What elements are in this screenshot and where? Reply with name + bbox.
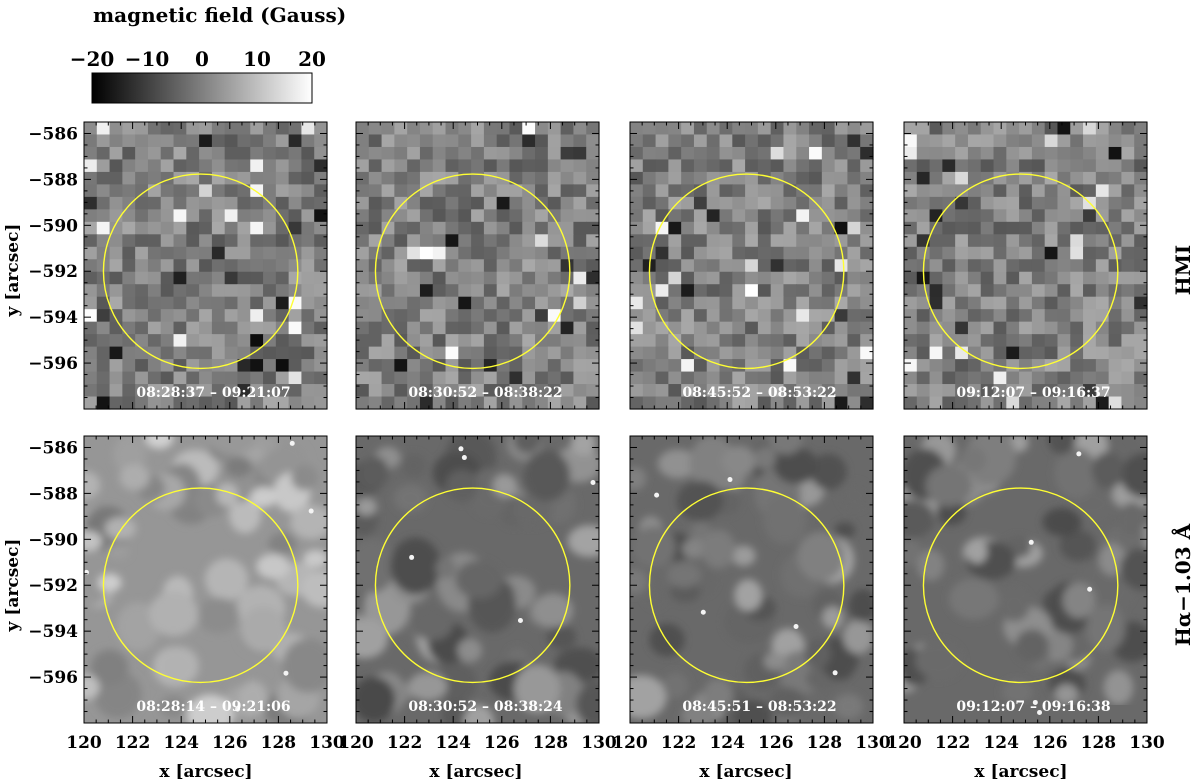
y-tick-label: −586 (28, 438, 78, 458)
x-tick-label: 126 (212, 733, 248, 753)
y-tick-label: −596 (28, 668, 78, 688)
x-tick-label: 122 (661, 733, 697, 753)
time-range-label: 08:45:51 – 08:53:22 (682, 699, 836, 715)
x-tick-label: 124 (709, 733, 745, 753)
region-circle (922, 173, 1119, 370)
row-label-hmi: HMI (1171, 245, 1195, 295)
x-tick-label: 120 (338, 733, 374, 753)
x-tick-label: 122 (387, 733, 423, 753)
x-tick-label: 122 (935, 733, 971, 753)
x-tick-label: 124 (435, 733, 471, 753)
region-circle (374, 173, 571, 370)
x-tick-label: 126 (1032, 733, 1068, 753)
panel-halpha-4: 120 122 124 126 128 130 09:12:07 – 09:16:38 (886, 435, 1165, 753)
y-axis-label-bottom: y [arcsec] (3, 539, 23, 633)
panel-halpha-3: 120 122 124 126 128 130 08:45:51 – 08:53:22 (612, 435, 891, 753)
y-tick-label: −594 (28, 308, 78, 328)
y-tick-label: −592 (28, 576, 78, 596)
y-tick-label: −590 (28, 216, 78, 236)
colorbar-ticks: −20 −10 0 10 20 (70, 47, 326, 103)
halpha-image (904, 436, 1147, 723)
panel-magnetogram-2: 08:30:52 – 08:38:22 (355, 121, 600, 410)
region-circle (648, 173, 845, 370)
halpha-image (84, 436, 327, 723)
colorbar-tick-label: 0 (195, 47, 209, 71)
x-tick-label: 130 (1129, 733, 1165, 753)
x-tick-label: 126 (484, 733, 520, 753)
colorbar-tick-label: 20 (298, 47, 326, 71)
y-tick-label: −592 (28, 262, 78, 282)
time-range-label: 08:28:37 – 09:21:07 (136, 385, 290, 401)
region-circle (648, 487, 845, 684)
time-range-label: 09:12:07 – 09:16:38 (956, 699, 1110, 715)
time-range-label: 08:30:52 – 08:38:22 (408, 385, 562, 401)
panel-halpha-2: 120 122 124 126 128 130 08:30:52 – 08:38:24 (338, 435, 617, 753)
magnetogram-image (630, 122, 874, 410)
x-tick-label: 130 (581, 733, 617, 753)
colorbar-gradient (91, 72, 313, 104)
panel-magnetogram-4: 09:12:07 – 09:16:37 (903, 121, 1148, 410)
magnetogram-image (904, 122, 1148, 410)
x-axis-label-1: x [arcsec] (159, 762, 252, 782)
x-tick-label: 128 (1081, 733, 1117, 753)
x-tick-label: 124 (163, 733, 199, 753)
colorbar-tick-label: −10 (125, 47, 170, 71)
x-axis-label-4: x [arcsec] (974, 762, 1067, 782)
colorbar-tick-label: 10 (243, 47, 271, 71)
x-tick-label: 124 (983, 733, 1019, 753)
x-tick-label: 122 (115, 733, 151, 753)
region-circle (922, 487, 1119, 684)
x-tick-label: 128 (807, 733, 843, 753)
colorbar: magnetic field (Gauss) −20 −10 0 10 20 (70, 3, 346, 104)
x-axis-label-2: x [arcsec] (429, 762, 522, 782)
time-range-label: 09:12:07 – 09:16:37 (956, 385, 1110, 401)
y-tick-label: −588 (28, 484, 78, 504)
x-tick-label: 128 (533, 733, 569, 753)
y-tick-label: −590 (28, 530, 78, 550)
x-tick-label: 120 (886, 733, 922, 753)
halpha-image (630, 436, 873, 723)
panel-grid: −586 −588 −590 −592 −594 −596 08:28:37 – 09:21… (28, 121, 1165, 753)
y-tick-label: −596 (28, 354, 78, 374)
panel-magnetogram-1: −586 −588 −590 −592 −594 −596 08:28:37 – 09:21… (28, 121, 328, 410)
time-range-label: 08:28:14 – 09:21:06 (136, 699, 290, 715)
panel-magnetogram-3: 08:45:52 – 08:53:22 (629, 121, 874, 410)
y-tick-label: −594 (28, 622, 78, 642)
row-label-halpha: Hα−1.03 Å (1171, 523, 1195, 646)
colorbar-tick-label: −20 (70, 47, 115, 71)
region-circle (374, 487, 571, 684)
y-axis-label-top: y [arcsec] (3, 224, 23, 318)
halpha-image (356, 436, 599, 723)
x-tick-label: 126 (758, 733, 794, 753)
magnetogram-image (356, 122, 600, 410)
x-tick-label: 130 (855, 733, 891, 753)
x-tick-label: 130 (309, 733, 345, 753)
y-tick-label: −588 (28, 170, 78, 190)
time-range-label: 08:30:52 – 08:38:24 (408, 699, 563, 715)
x-axis-label-3: x [arcsec] (699, 762, 792, 782)
x-tick-label: 128 (261, 733, 297, 753)
region-circle (102, 487, 299, 684)
region-circle (102, 173, 299, 370)
magnetogram-image (84, 122, 328, 410)
time-range-label: 08:45:52 – 08:53:22 (682, 385, 836, 401)
colorbar-title: magnetic field (Gauss) (93, 3, 346, 27)
x-tick-label: 120 (612, 733, 648, 753)
x-tick-label: 120 (66, 733, 102, 753)
panel-halpha-1: −586 −588 −590 −592 −594 −596 120 122 124 126 128 1… (28, 435, 345, 753)
y-tick-label: −586 (28, 124, 78, 144)
